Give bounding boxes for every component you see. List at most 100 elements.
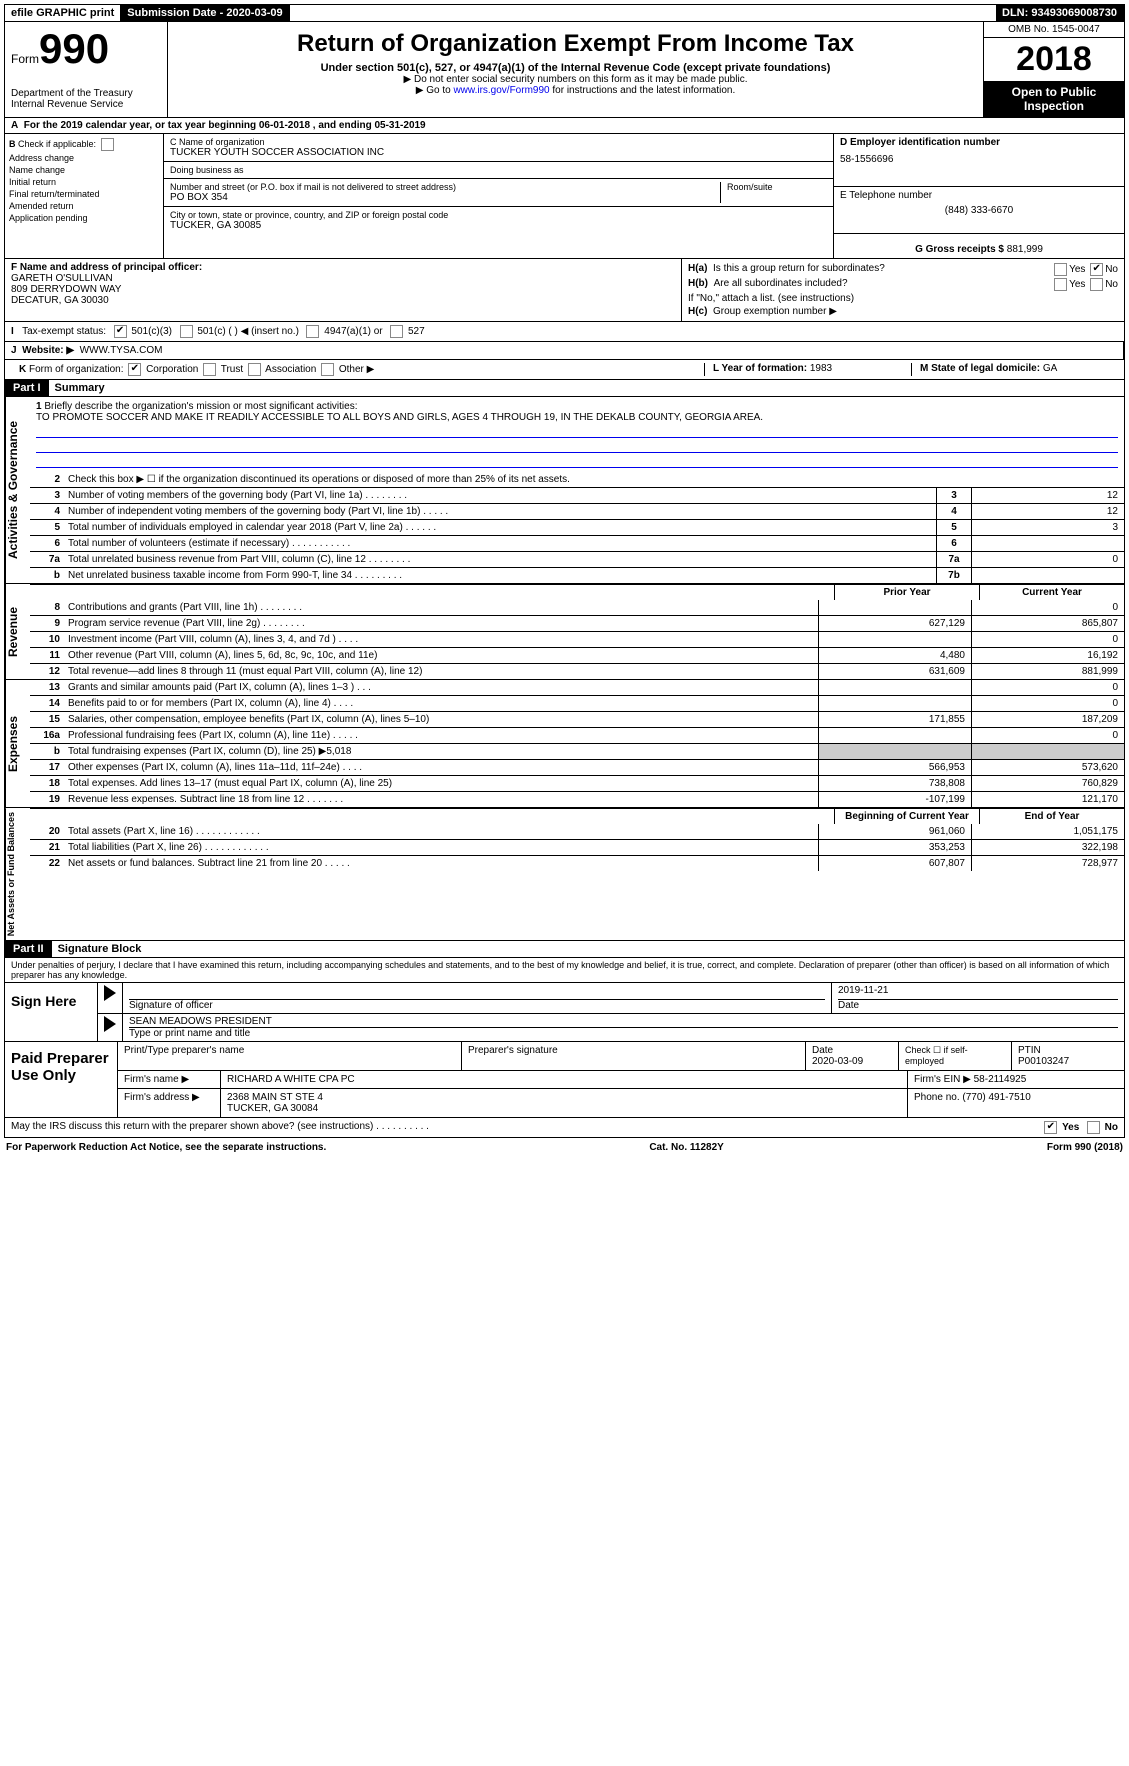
col-current: Current Year bbox=[979, 585, 1124, 600]
efile-label: efile GRAPHIC print bbox=[5, 5, 121, 21]
goto-note: ▶ Go to www.irs.gov/Form990 for instruct… bbox=[172, 85, 979, 96]
city-value: TUCKER, GA 30085 bbox=[170, 220, 827, 231]
form-title: Return of Organization Exempt From Incom… bbox=[172, 30, 979, 58]
row-i: I Tax-exempt status: 501(c)(3) 501(c) ( … bbox=[4, 322, 1125, 342]
ha-yes-cb[interactable] bbox=[1054, 263, 1067, 276]
data-line: 16aProfessional fundraising fees (Part I… bbox=[30, 727, 1124, 743]
paid-preparer-block: Paid Preparer Use Only Print/Type prepar… bbox=[4, 1042, 1125, 1118]
ssn-note: ▶ Do not enter social security numbers o… bbox=[172, 74, 979, 85]
vlabel-net: Net Assets or Fund Balances bbox=[5, 808, 30, 940]
officer-name: GARETH O'SULLIVAN bbox=[11, 273, 675, 284]
row-a-period: A For the 2019 calendar year, or tax yea… bbox=[4, 118, 1125, 134]
dba-label: Doing business as bbox=[170, 165, 827, 175]
hc-label: Group exemption number ▶ bbox=[713, 306, 837, 317]
firm-ein: 58-2114925 bbox=[974, 1074, 1027, 1085]
gov-line: 7aTotal unrelated business revenue from … bbox=[30, 551, 1124, 567]
discuss-no-cb[interactable] bbox=[1087, 1121, 1100, 1134]
domicile-state: GA bbox=[1043, 363, 1057, 374]
arrow-icon bbox=[104, 985, 116, 1001]
opt-amended: Amended return bbox=[9, 201, 159, 211]
dln: DLN: 93493069008730 bbox=[996, 5, 1124, 21]
ha-label: Is this a group return for subordinates? bbox=[713, 263, 885, 274]
firm-name: RICHARD A WHITE CPA PC bbox=[221, 1071, 908, 1088]
omb-number: OMB No. 1545-0047 bbox=[984, 22, 1124, 38]
part2-title: Signature Block bbox=[52, 941, 148, 957]
hb-note: If "No," attach a list. (see instruction… bbox=[688, 293, 854, 304]
data-line: 21Total liabilities (Part X, line 26) . … bbox=[30, 839, 1124, 855]
col-end: End of Year bbox=[979, 809, 1124, 824]
section-expenses: Expenses 13Grants and similar amounts pa… bbox=[4, 680, 1125, 808]
f-label: F Name and address of principal officer: bbox=[11, 262, 202, 273]
submission-date: Submission Date - 2020-03-09 bbox=[121, 5, 289, 21]
part2-tag: Part II bbox=[5, 941, 52, 957]
data-line: 11Other revenue (Part VIII, column (A), … bbox=[30, 647, 1124, 663]
year-formation: 1983 bbox=[810, 363, 832, 374]
foot-left: For Paperwork Reduction Act Notice, see … bbox=[6, 1142, 326, 1153]
block-bcde: B Check if applicable: Address change Na… bbox=[4, 134, 1125, 259]
org-name: TUCKER YOUTH SOCCER ASSOCIATION INC bbox=[170, 147, 827, 158]
self-emp-label: Check ☐ if self-employed bbox=[899, 1042, 1012, 1070]
data-line: 19Revenue less expenses. Subtract line 1… bbox=[30, 791, 1124, 807]
ha-no-cb[interactable] bbox=[1090, 263, 1103, 276]
data-line: 13Grants and similar amounts paid (Part … bbox=[30, 680, 1124, 695]
form-header: Form990 Department of the Treasury Inter… bbox=[4, 22, 1125, 118]
tax-year: 2018 bbox=[984, 38, 1124, 81]
hb-label: Are all subordinates included? bbox=[714, 278, 848, 289]
discuss-yes-cb[interactable] bbox=[1044, 1121, 1057, 1134]
arrow-icon bbox=[104, 1016, 116, 1032]
c-name-label: C Name of organization bbox=[170, 137, 827, 147]
vlabel-exp: Expenses bbox=[5, 680, 30, 807]
firm-addr2: TUCKER, GA 30084 bbox=[227, 1103, 318, 1114]
street-label: Number and street (or P.O. box if mail i… bbox=[170, 182, 720, 192]
gov-line: bNet unrelated business taxable income f… bbox=[30, 567, 1124, 583]
sig-declaration: Under penalties of perjury, I declare th… bbox=[5, 958, 1124, 983]
sig-name-label: Type or print name and title bbox=[129, 1028, 250, 1039]
opt-final: Final return/terminated bbox=[9, 189, 159, 199]
gov-line: 3Number of voting members of the governi… bbox=[30, 487, 1124, 503]
data-line: 10Investment income (Part VIII, column (… bbox=[30, 631, 1124, 647]
row-k: K Form of organization: Corporation Trus… bbox=[4, 360, 1125, 380]
phone-value: (848) 333-6670 bbox=[840, 205, 1118, 216]
open-inspection: Open to Public Inspection bbox=[984, 81, 1124, 117]
section-revenue: Revenue Prior YearCurrent Year 8Contribu… bbox=[4, 584, 1125, 680]
signature-block: Under penalties of perjury, I declare th… bbox=[4, 958, 1125, 1042]
501c3-cb[interactable] bbox=[114, 325, 127, 338]
city-label: City or town, state or province, country… bbox=[170, 210, 827, 220]
prep-name-label: Print/Type preparer's name bbox=[118, 1042, 462, 1070]
form-number: Form990 bbox=[11, 28, 161, 70]
footer: For Paperwork Reduction Act Notice, see … bbox=[4, 1138, 1125, 1157]
sign-here-label: Sign Here bbox=[5, 983, 98, 1041]
data-line: bTotal fundraising expenses (Part IX, co… bbox=[30, 743, 1124, 759]
gov-line: 2Check this box ▶ ☐ if the organization … bbox=[30, 472, 1124, 487]
discuss-question: May the IRS discuss this return with the… bbox=[11, 1121, 429, 1134]
foot-center: Cat. No. 11282Y bbox=[649, 1142, 723, 1153]
firm-addr-label: Firm's address ▶ bbox=[118, 1089, 221, 1117]
dept-treasury: Department of the Treasury bbox=[11, 88, 161, 99]
firm-addr1: 2368 MAIN ST STE 4 bbox=[227, 1092, 323, 1103]
data-line: 14Benefits paid to or for members (Part … bbox=[30, 695, 1124, 711]
irs-link[interactable]: www.irs.gov/Form990 bbox=[453, 85, 549, 96]
col-begin: Beginning of Current Year bbox=[834, 809, 979, 824]
officer-addr1: 809 DERRYDOWN WAY bbox=[11, 284, 675, 295]
discuss-row: May the IRS discuss this return with the… bbox=[4, 1118, 1125, 1138]
sig-name: SEAN MEADOWS PRESIDENT bbox=[129, 1016, 1118, 1028]
hb-no-cb[interactable] bbox=[1090, 278, 1103, 291]
section-netassets: Net Assets or Fund Balances Beginning of… bbox=[4, 808, 1125, 941]
col-b-checkboxes: B Check if applicable: Address change Na… bbox=[5, 134, 164, 258]
mission-text: TO PROMOTE SOCCER AND MAKE IT READILY AC… bbox=[36, 412, 763, 423]
room-label: Room/suite bbox=[727, 182, 827, 192]
checkbox-icon[interactable] bbox=[101, 138, 114, 151]
officer-addr2: DECATUR, GA 30030 bbox=[11, 295, 675, 306]
row-fh: F Name and address of principal officer:… bbox=[4, 259, 1125, 322]
street-value: PO BOX 354 bbox=[170, 192, 720, 203]
hb-yes-cb[interactable] bbox=[1054, 278, 1067, 291]
foot-right: Form 990 (2018) bbox=[1047, 1142, 1123, 1153]
sig-date: 2019-11-21 bbox=[838, 985, 1118, 1000]
corp-cb[interactable] bbox=[128, 363, 141, 376]
sig-officer-label: Signature of officer bbox=[129, 1000, 213, 1011]
firm-phone: (770) 491-7510 bbox=[962, 1092, 1030, 1103]
opt-pending: Application pending bbox=[9, 213, 159, 223]
part1-title: Summary bbox=[49, 380, 111, 396]
top-bar: efile GRAPHIC print Submission Date - 20… bbox=[4, 4, 1125, 22]
data-line: 8Contributions and grants (Part VIII, li… bbox=[30, 600, 1124, 615]
